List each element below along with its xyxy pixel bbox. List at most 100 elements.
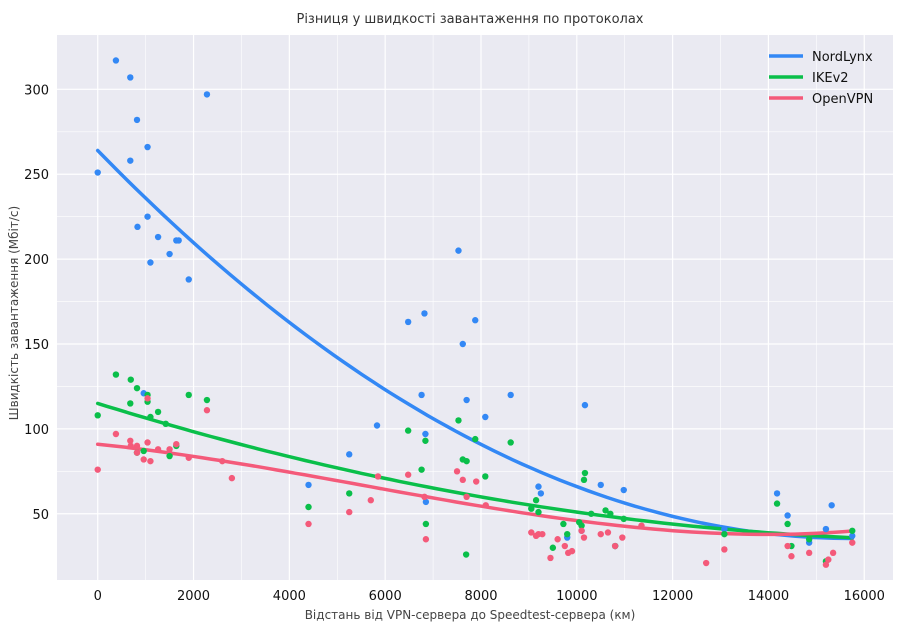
nordlynx-point bbox=[460, 341, 466, 347]
x-tick-label: 6000 bbox=[369, 589, 402, 604]
nordlynx-point bbox=[134, 117, 140, 123]
nordlynx-point bbox=[418, 392, 424, 398]
nordlynx-point bbox=[422, 431, 428, 437]
x-tick-label: 12000 bbox=[652, 589, 693, 604]
ikev2-point bbox=[463, 458, 469, 464]
ikev2-point bbox=[560, 521, 566, 527]
nordlynx-point bbox=[127, 157, 133, 163]
ikev2-point bbox=[564, 531, 570, 537]
ikev2-point bbox=[550, 545, 556, 551]
ikev2-point bbox=[528, 505, 534, 511]
nordlynx-point bbox=[828, 502, 834, 508]
nordlynx-point bbox=[598, 482, 604, 488]
ikev2-point bbox=[147, 414, 153, 420]
openvpn-point bbox=[569, 548, 575, 554]
x-tick-label: 16000 bbox=[844, 589, 885, 604]
openvpn-point bbox=[830, 550, 836, 556]
openvpn-point bbox=[788, 553, 794, 559]
nordlynx-point bbox=[305, 482, 311, 488]
nordlynx-point bbox=[144, 213, 150, 219]
x-tick-label: 0 bbox=[94, 589, 102, 604]
chart-title: Різниця у швидкості завантаження по прот… bbox=[296, 12, 643, 27]
nordlynx-point bbox=[113, 57, 119, 63]
ikev2-point bbox=[186, 392, 192, 398]
openvpn-point bbox=[229, 475, 235, 481]
ikev2-point bbox=[806, 536, 812, 542]
openvpn-point bbox=[605, 529, 611, 535]
nordlynx-point bbox=[204, 91, 210, 97]
openvpn-point bbox=[144, 439, 150, 445]
openvpn-legend-label: OpenVPN bbox=[812, 92, 873, 107]
nordlynx-point bbox=[823, 526, 829, 532]
openvpn-point bbox=[305, 521, 311, 527]
ikev2-point bbox=[141, 448, 147, 454]
nordlynx-point bbox=[507, 392, 513, 398]
y-tick-label: 200 bbox=[24, 253, 49, 268]
nordlynx-point bbox=[144, 144, 150, 150]
ikev2-point bbox=[774, 500, 780, 506]
y-tick-label: 150 bbox=[24, 338, 49, 353]
nordlynx-point bbox=[166, 251, 172, 257]
openvpn-point bbox=[612, 543, 618, 549]
openvpn-point bbox=[134, 443, 140, 449]
ikev2-legend-label: IKEv2 bbox=[812, 71, 849, 86]
ikev2-point bbox=[422, 438, 428, 444]
nordlynx-point bbox=[421, 310, 427, 316]
openvpn-point bbox=[562, 543, 568, 549]
nordlynx-point bbox=[175, 237, 181, 243]
openvpn-point bbox=[128, 443, 134, 449]
nordlynx-point bbox=[472, 317, 478, 323]
ikev2-point bbox=[607, 511, 613, 517]
nordlynx-point bbox=[463, 397, 469, 403]
openvpn-point bbox=[141, 456, 147, 462]
openvpn-point bbox=[578, 528, 584, 534]
nordlynx-point bbox=[621, 487, 627, 493]
y-tick-label: 300 bbox=[24, 83, 49, 98]
y-tick-label: 250 bbox=[24, 168, 49, 183]
openvpn-point bbox=[554, 536, 560, 542]
nordlynx-point bbox=[455, 247, 461, 253]
y-axis-label: Швидкість завантаження (Мбіт/с) bbox=[7, 206, 21, 420]
openvpn-point bbox=[547, 555, 553, 561]
nordlynx-point bbox=[482, 414, 488, 420]
openvpn-point bbox=[849, 539, 855, 545]
openvpn-point bbox=[721, 546, 727, 552]
ikev2-point bbox=[588, 511, 594, 517]
plot-area bbox=[57, 35, 893, 580]
y-axis-ticks: 50100150200250300 bbox=[24, 83, 49, 522]
ikev2-point bbox=[581, 477, 587, 483]
openvpn-point bbox=[405, 472, 411, 478]
y-tick-label: 50 bbox=[32, 508, 49, 523]
openvpn-point bbox=[619, 534, 625, 540]
ikev2-point bbox=[535, 509, 541, 515]
openvpn-point bbox=[147, 458, 153, 464]
nordlynx-point bbox=[155, 234, 161, 240]
ikev2-point bbox=[418, 466, 424, 472]
ikev2-point bbox=[721, 531, 727, 537]
ikev2-point bbox=[166, 453, 172, 459]
ikev2-point bbox=[305, 504, 311, 510]
openvpn-point bbox=[825, 556, 831, 562]
nordlynx-point bbox=[374, 422, 380, 428]
nordlynx-point bbox=[582, 402, 588, 408]
x-tick-label: 4000 bbox=[273, 589, 306, 604]
openvpn-point bbox=[95, 466, 101, 472]
openvpn-point bbox=[581, 534, 587, 540]
x-tick-label: 10000 bbox=[556, 589, 597, 604]
openvpn-point bbox=[186, 455, 192, 461]
ikev2-point bbox=[482, 473, 488, 479]
openvpn-point bbox=[173, 441, 179, 447]
nordlynx-point bbox=[405, 319, 411, 325]
nordlynx-point bbox=[774, 490, 780, 496]
nordlynx-point bbox=[784, 512, 790, 518]
x-axis-label: Відстань від VPN-сервера до Speedtest-се… bbox=[305, 608, 636, 622]
ikev2-point bbox=[463, 551, 469, 557]
openvpn-point bbox=[454, 468, 460, 474]
ikev2-point bbox=[405, 427, 411, 433]
nordlynx-point bbox=[538, 490, 544, 496]
nordlynx-point bbox=[127, 74, 133, 80]
nordlynx-point bbox=[186, 276, 192, 282]
openvpn-point bbox=[204, 407, 210, 413]
nordlynx-point bbox=[147, 259, 153, 265]
nordlynx-point bbox=[134, 224, 140, 230]
